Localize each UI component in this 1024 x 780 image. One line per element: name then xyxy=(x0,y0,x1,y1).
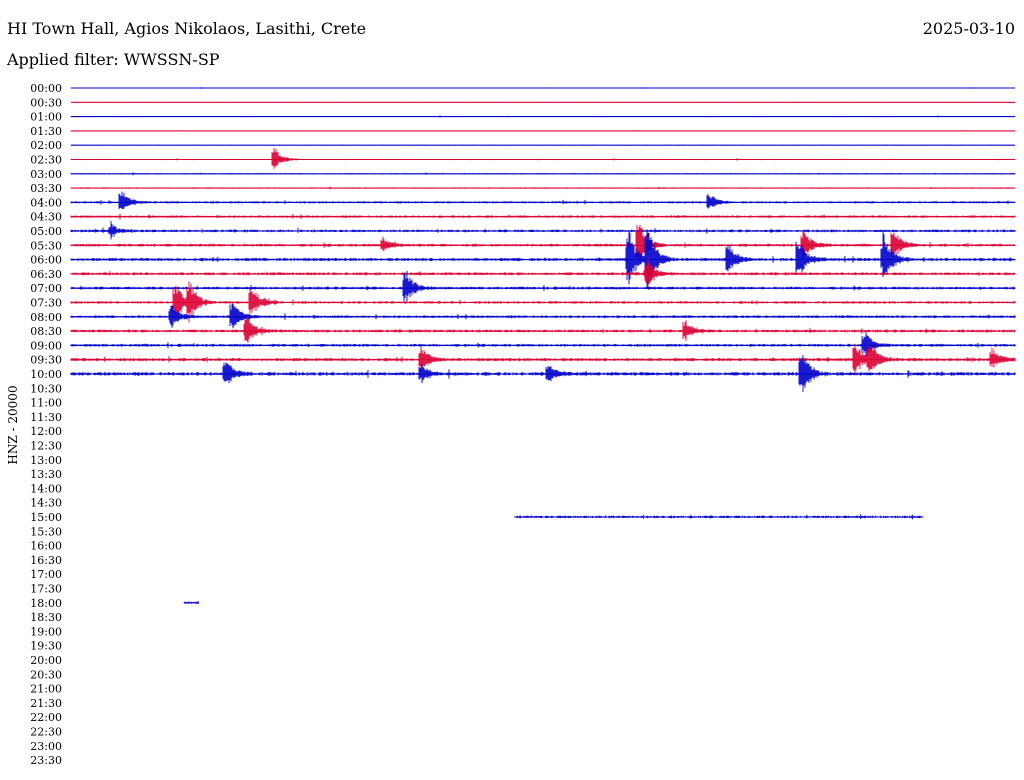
time-label: 02:30 xyxy=(30,154,62,167)
time-label: 22:30 xyxy=(30,726,62,739)
time-label: 14:30 xyxy=(30,497,62,510)
filter-label: Applied filter: WWSSN-SP xyxy=(7,50,220,69)
time-label: 09:30 xyxy=(30,354,62,367)
time-label: 01:00 xyxy=(30,111,62,124)
time-label: 07:30 xyxy=(30,297,62,310)
time-label: 16:00 xyxy=(30,540,62,553)
time-label: 12:00 xyxy=(30,425,62,438)
time-label: 22:00 xyxy=(30,711,62,724)
time-label: 04:00 xyxy=(30,196,62,209)
time-label: 12:30 xyxy=(30,440,62,453)
time-label: 03:30 xyxy=(30,182,62,195)
time-label: 15:00 xyxy=(30,511,62,524)
trace-noise xyxy=(70,229,1016,288)
date-label: 2025-03-10 xyxy=(922,19,1015,38)
station-title: HI Town Hall, Agios Nikolaos, Lasithi, C… xyxy=(7,19,367,38)
time-label: 10:00 xyxy=(30,368,62,381)
time-label: 17:00 xyxy=(30,568,62,581)
time-label: 03:00 xyxy=(30,168,62,181)
time-label: 06:00 xyxy=(30,254,62,267)
trace-noise xyxy=(70,191,1016,210)
time-label: 17:30 xyxy=(30,583,62,596)
time-label: 13:00 xyxy=(30,454,62,467)
time-label: 20:30 xyxy=(30,668,62,681)
time-label: 18:00 xyxy=(30,597,62,610)
time-label: 19:00 xyxy=(30,625,62,638)
trace-noise xyxy=(70,270,1016,302)
time-label: 21:30 xyxy=(30,697,62,710)
trace-noise xyxy=(70,221,1016,240)
time-label: 07:00 xyxy=(30,282,62,295)
time-label: 08:30 xyxy=(30,325,62,338)
time-label: 11:30 xyxy=(30,411,62,424)
time-label: 05:30 xyxy=(30,239,62,252)
time-label: 13:30 xyxy=(30,468,62,481)
time-label: 20:00 xyxy=(30,654,62,667)
time-label: 09:00 xyxy=(30,339,62,352)
time-label: 11:00 xyxy=(30,397,62,410)
trace-noise xyxy=(70,148,1016,169)
time-label: 15:30 xyxy=(30,525,62,538)
time-label: 18:30 xyxy=(30,611,62,624)
trace-noise xyxy=(70,317,1016,343)
time-label: 02:00 xyxy=(30,139,62,152)
time-label: 08:00 xyxy=(30,311,62,324)
time-label: 16:30 xyxy=(30,554,62,567)
time-label: 21:00 xyxy=(30,683,62,696)
time-label: 05:00 xyxy=(30,225,62,238)
time-label: 01:30 xyxy=(30,125,62,138)
time-label: 06:30 xyxy=(30,268,62,281)
time-label: 19:30 xyxy=(30,640,62,653)
time-label: 10:30 xyxy=(30,382,62,395)
time-label: 00:30 xyxy=(30,96,62,109)
time-label: 23:00 xyxy=(30,740,62,753)
time-label: 00:00 xyxy=(30,82,62,95)
time-label: 14:00 xyxy=(30,482,62,495)
trace-noise xyxy=(70,303,1016,329)
time-label: 04:30 xyxy=(30,211,62,224)
time-label: 23:30 xyxy=(30,754,62,767)
